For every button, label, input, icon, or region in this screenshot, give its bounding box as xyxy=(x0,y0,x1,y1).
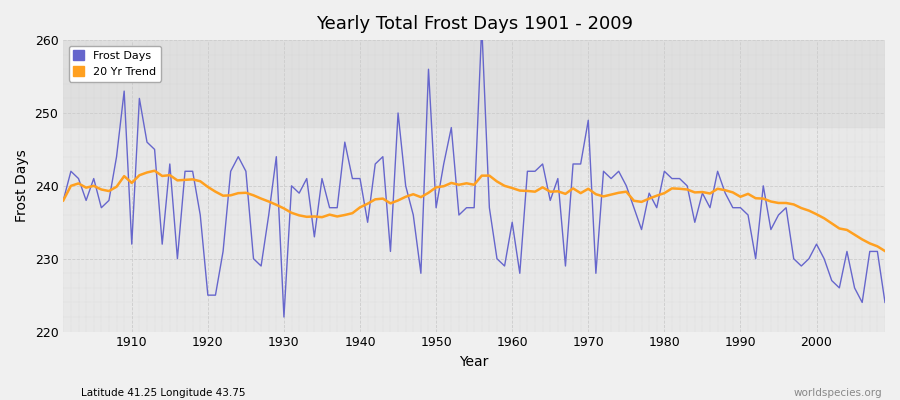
Text: worldspecies.org: worldspecies.org xyxy=(794,388,882,398)
X-axis label: Year: Year xyxy=(460,355,489,369)
Y-axis label: Frost Days: Frost Days xyxy=(15,150,29,222)
Legend: Frost Days, 20 Yr Trend: Frost Days, 20 Yr Trend xyxy=(68,46,161,82)
Title: Yearly Total Frost Days 1901 - 2009: Yearly Total Frost Days 1901 - 2009 xyxy=(316,15,633,33)
Text: Latitude 41.25 Longitude 43.75: Latitude 41.25 Longitude 43.75 xyxy=(81,388,246,398)
Bar xyxy=(63,40,885,128)
